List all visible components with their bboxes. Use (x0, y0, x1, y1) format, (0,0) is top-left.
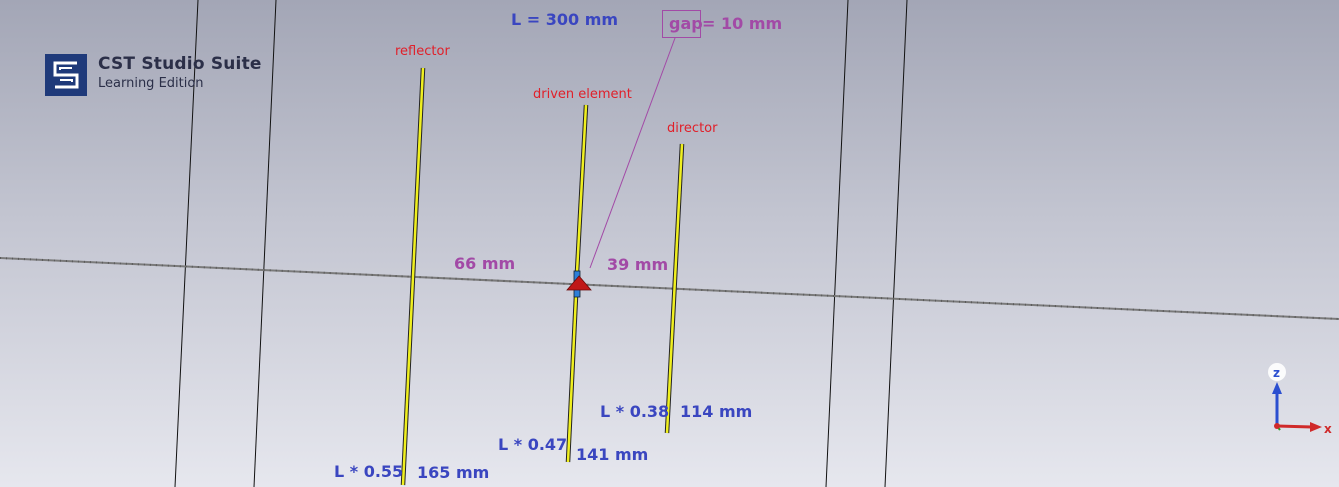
z-axis-label: z (1273, 366, 1280, 380)
x-axis-label: x (1324, 422, 1332, 436)
director-element[interactable] (664, 143, 685, 434)
cst-logo-icon (45, 54, 87, 96)
perspective-line (253, 0, 277, 487)
x-axis-arrowhead (1310, 422, 1322, 432)
reflector-label: reflector (395, 44, 450, 59)
logo-title: CST Studio Suite (98, 54, 262, 74)
director-spacing-label: 39 mm (607, 255, 669, 274)
reflector-spacing-label: 66 mm (454, 254, 516, 273)
director-label: director (667, 121, 718, 136)
gap-word-label: gap (669, 14, 703, 33)
perspective-line (825, 0, 849, 487)
gap-box (662, 10, 701, 38)
director-length-label: 114 mm (680, 402, 753, 421)
director-factor-label: L * 0.38 (600, 402, 670, 421)
driven-element-label: driven element (533, 87, 632, 102)
logo-subtitle: Learning Edition (98, 76, 204, 91)
length-label: L = 300 mm (511, 10, 619, 29)
driven-length-label: 141 mm (576, 445, 649, 464)
reflector-factor-label: L * 0.55 (334, 462, 404, 481)
feed-port[interactable] (566, 270, 592, 298)
gap-leader-line (589, 37, 676, 269)
x-axis-line (0, 257, 1339, 320)
cst-logo: CST Studio Suite Learning Edition (45, 54, 262, 96)
z-axis-arrowhead (1272, 382, 1282, 394)
axes-gizmo[interactable]: z x (1262, 362, 1339, 440)
driven-element-upper[interactable] (574, 104, 589, 273)
perspective-line (884, 0, 908, 487)
reflector-length-label: 165 mm (417, 463, 490, 482)
driven-element-lower[interactable] (565, 295, 579, 463)
perspective-line (174, 0, 199, 487)
driven-factor-label: L * 0.47 (498, 435, 568, 454)
gap-value-label: = 10 mm (702, 14, 783, 33)
x-axis-line-dots (0, 257, 1339, 320)
axes-origin-dot (1274, 423, 1280, 429)
reflector-element[interactable] (400, 67, 426, 486)
x-axis-arrow-shaft (1276, 424, 1313, 429)
